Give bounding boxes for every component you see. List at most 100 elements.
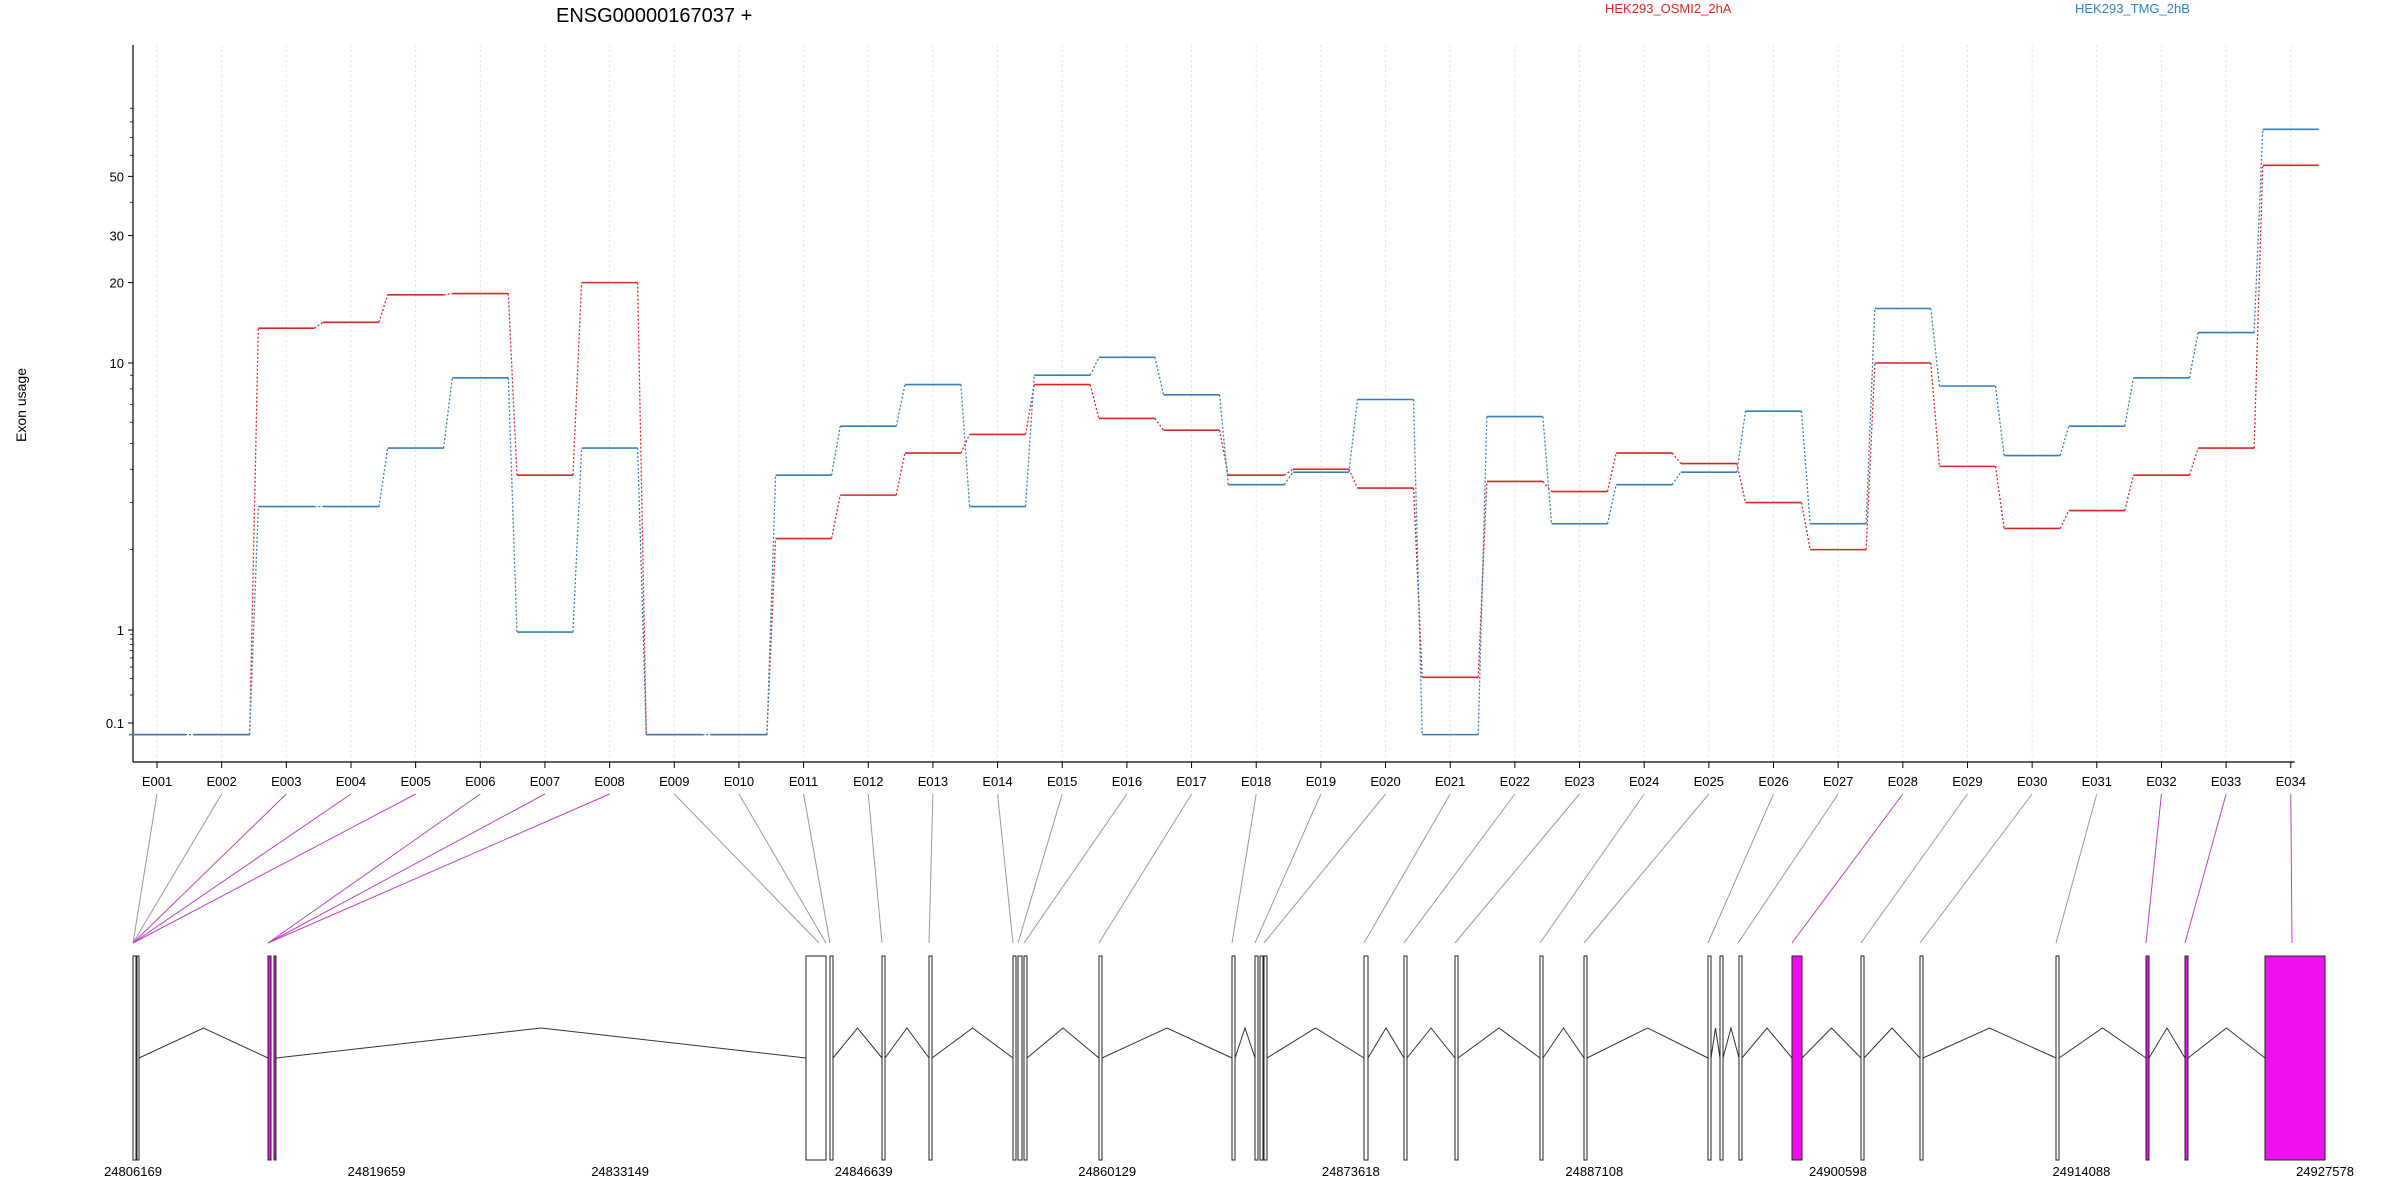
exon-box: [2264, 955, 2326, 1161]
exon-connector-line: [1454, 793, 1580, 944]
intron-line: [884, 1027, 930, 1059]
connector-segment: [572, 448, 583, 633]
x-tick-label: E018: [1241, 774, 1271, 789]
y-tick-label: 50: [110, 169, 124, 184]
connector-segment: [1218, 394, 1229, 485]
coordinate-label: 24887108: [1565, 1164, 1623, 1179]
x-tick-label: E020: [1370, 774, 1400, 789]
exon-box: [267, 955, 272, 1161]
intron-line: [1542, 1027, 1585, 1059]
exon-connector-line: [1791, 793, 1904, 944]
x-tick-label: E016: [1112, 774, 1142, 789]
connector-segment: [1477, 416, 1488, 735]
intron-line: [1922, 1027, 2057, 1059]
connector-segment: [2188, 332, 2199, 378]
gene-model: [132, 955, 2326, 1161]
exon-connector-line: [928, 793, 934, 944]
x-tick-label: E014: [982, 774, 1012, 789]
exon-box: [1098, 955, 1103, 1161]
connector-segment: [1994, 385, 2005, 456]
connector-segment: [1283, 471, 1294, 486]
exon-connector-line: [267, 793, 546, 944]
connector-segment: [1736, 463, 1747, 503]
y-tick-label: 30: [110, 229, 124, 244]
exon-connectors: [132, 793, 2293, 944]
y-ticks: 0.1 1 10 20 30 50: [106, 107, 133, 731]
connector-segment: [249, 328, 259, 735]
connector-segment: [378, 448, 389, 507]
connector-segment: [636, 282, 647, 735]
exon-connector-line: [867, 793, 883, 944]
exon-connector-line: [1737, 793, 1839, 944]
connector-segment: [1994, 466, 2005, 529]
exon-box: [132, 955, 137, 1161]
connector-segment: [572, 282, 583, 476]
connector-segment: [2253, 165, 2264, 449]
connector-segment: [2124, 475, 2135, 511]
y-axis-label: Exon usage: [13, 368, 29, 442]
intron-line: [1710, 1027, 1721, 1059]
connector-segment: [378, 294, 389, 323]
connector-segment: [1671, 452, 1682, 465]
connector-segment: [1412, 399, 1423, 735]
exon-box: [881, 955, 886, 1161]
x-tick-label: E032: [2146, 774, 2176, 789]
intron-line: [138, 1027, 269, 1059]
intron-line: [1801, 1027, 1862, 1059]
exon-connector-line: [803, 793, 831, 944]
x-tick-label: E002: [206, 774, 236, 789]
exon-connector-line: [2145, 793, 2162, 944]
exon-box: [1017, 955, 1023, 1161]
x-tick-label: E009: [659, 774, 689, 789]
intron-line: [275, 1027, 807, 1059]
exon-connector-line: [1263, 793, 1386, 944]
exon-connector-line: [1254, 793, 1322, 944]
exon-box: [1231, 955, 1236, 1161]
exon-box: [1012, 955, 1017, 1161]
exon-box: [273, 955, 277, 1161]
y-tick-label: 0.1: [106, 716, 124, 731]
coordinate-label: 24900598: [1809, 1164, 1867, 1179]
x-tick-label: E023: [1564, 774, 1594, 789]
x-tick-label: E024: [1629, 774, 1659, 789]
x-tick-label: E012: [853, 774, 883, 789]
connector-segment: [1606, 452, 1617, 492]
exon-box: [2145, 955, 2150, 1161]
connector-segment: [766, 475, 777, 735]
connector-segment: [1348, 468, 1359, 489]
exon-connector-line: [132, 793, 416, 944]
genomic-coordinates: 24806169 24819659 24833149 24846639 24860129…: [104, 1164, 2354, 1179]
intron-line: [1026, 1027, 1100, 1059]
exon-connector-line: [2184, 793, 2227, 944]
exon-box: [1738, 955, 1743, 1161]
x-tick-label: E008: [594, 774, 624, 789]
y-tick-label: 1: [117, 623, 124, 638]
exon-box: [928, 955, 933, 1161]
exon-connector-line: [1583, 793, 1710, 944]
intron-line: [1406, 1027, 1456, 1059]
chart-title: ENSG00000167037 +: [556, 5, 752, 27]
connector-segment: [2124, 377, 2135, 427]
exon-box: [1583, 955, 1588, 1161]
connector-segment: [2059, 510, 2070, 529]
exon-connector-line: [1919, 793, 2033, 944]
x-tick-label: E010: [724, 774, 754, 789]
connector-segment: [960, 384, 971, 507]
exon-box: [1791, 955, 1803, 1161]
connector-segment: [1024, 384, 1035, 435]
axes: [132, 45, 2295, 763]
connector-segment: [1800, 502, 1811, 550]
connector-segment: [1412, 488, 1423, 678]
x-tick-label: E031: [2082, 774, 2112, 789]
exon-box: [1539, 955, 1544, 1161]
exon-connector-line: [267, 793, 610, 944]
coordinate-label: 24833149: [591, 1164, 649, 1179]
exon-connector-line: [132, 793, 287, 944]
exon-box: [1023, 955, 1028, 1161]
connector-segment: [2059, 425, 2070, 456]
connector-segment: [1736, 411, 1747, 473]
exon-connector-line: [267, 793, 481, 944]
exon-box: [2184, 955, 2189, 1161]
intron-line: [1586, 1027, 1709, 1059]
